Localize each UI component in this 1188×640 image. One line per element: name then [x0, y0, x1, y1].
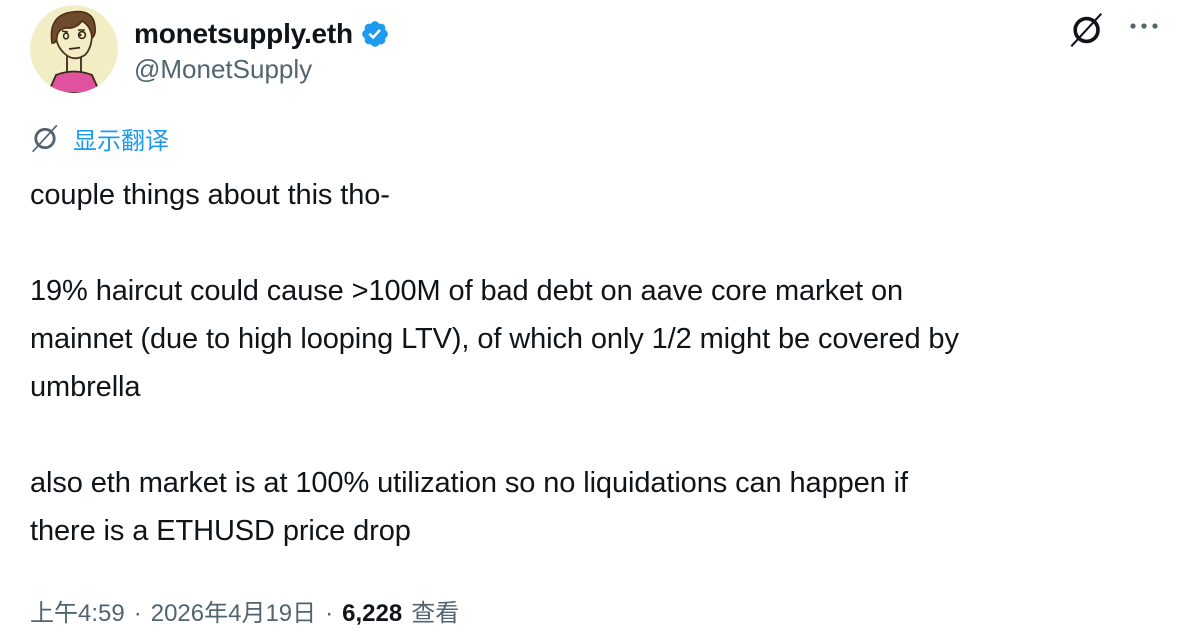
views-count: 6,228 [342, 600, 403, 627]
avatar[interactable] [30, 5, 118, 93]
display-name[interactable]: monetsupply.eth [134, 17, 353, 49]
meta-separator: · [325, 600, 334, 627]
tweet-date[interactable]: 2026年4月19日 [150, 600, 317, 627]
three-dots-icon [1130, 23, 1158, 29]
grok-translate-icon [32, 124, 58, 153]
grok-icon [1070, 12, 1103, 48]
user-handle[interactable]: @MonetSupply [134, 53, 313, 84]
tweet-meta: 上午4:59 · 2026年4月19日 · 6,228 查看 [30, 593, 1160, 628]
verified-icon [360, 19, 390, 49]
tweet-header: monetsupply.eth @MonetSupply [30, 5, 1160, 93]
show-translation-button[interactable]: 显示翻译 [30, 121, 169, 156]
avatar-drawing [30, 5, 118, 93]
show-translation-label: 显示翻译 [73, 128, 169, 155]
name-block: monetsupply.eth @MonetSupply [134, 14, 390, 85]
header-actions [1068, 5, 1160, 49]
more-options-button[interactable] [1128, 11, 1160, 31]
tweet-time[interactable]: 上午4:59 [30, 600, 125, 627]
meta-separator: · [133, 600, 142, 627]
tweet-text: couple things about this tho- 19% haircu… [30, 179, 959, 547]
name-line: monetsupply.eth [134, 18, 390, 50]
views-label: 查看 [411, 600, 460, 627]
user-block[interactable]: monetsupply.eth @MonetSupply [30, 5, 390, 93]
grok-actions-button[interactable] [1068, 11, 1104, 49]
